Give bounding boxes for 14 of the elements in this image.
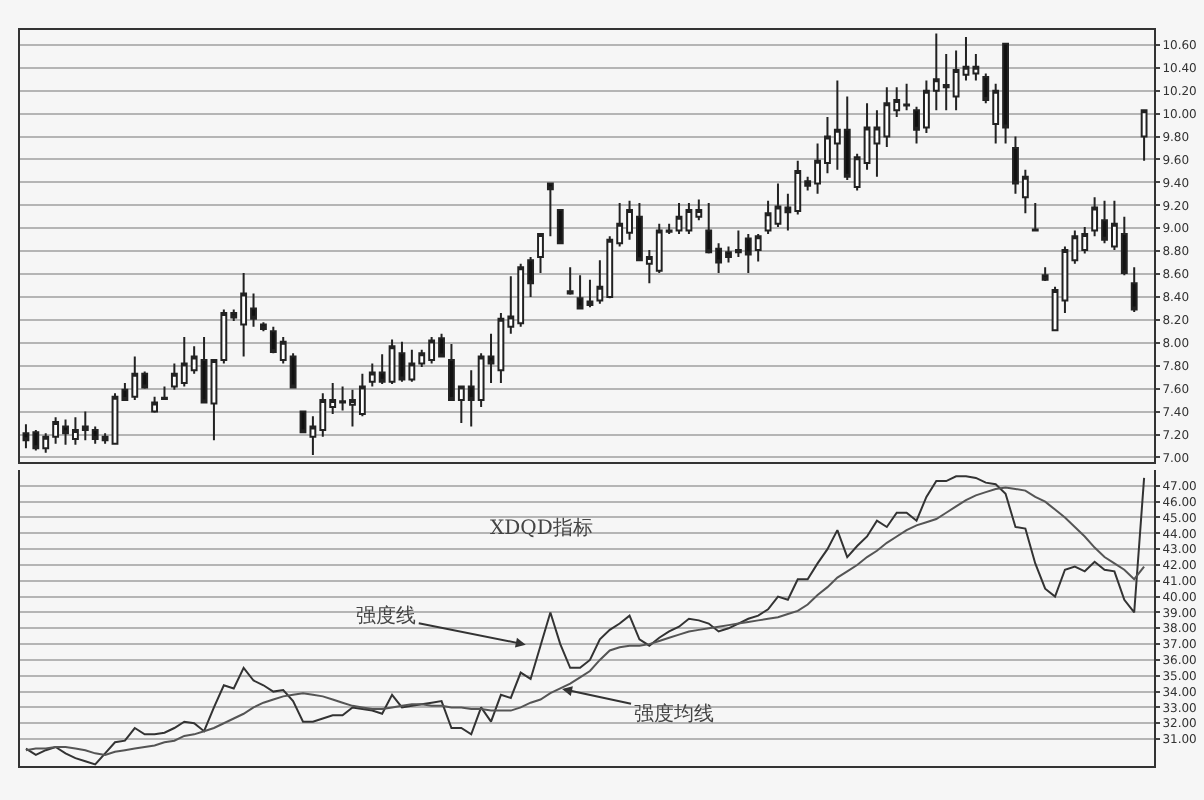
annotation: 强度均线 bbox=[634, 702, 714, 726]
candlestick bbox=[151, 395, 158, 414]
candlestick bbox=[260, 321, 267, 333]
candlestick bbox=[556, 208, 564, 245]
candlestick bbox=[537, 232, 544, 274]
candlestick bbox=[566, 266, 574, 296]
candlestick bbox=[546, 182, 554, 238]
candlestick bbox=[1130, 266, 1138, 313]
annotation: XDQD指标 bbox=[490, 516, 593, 540]
candlestick bbox=[1031, 202, 1039, 232]
candlestick bbox=[1140, 109, 1148, 162]
annotation: 强度线 bbox=[356, 604, 416, 628]
candlestick bbox=[1041, 266, 1049, 282]
candlestick bbox=[161, 385, 168, 402]
